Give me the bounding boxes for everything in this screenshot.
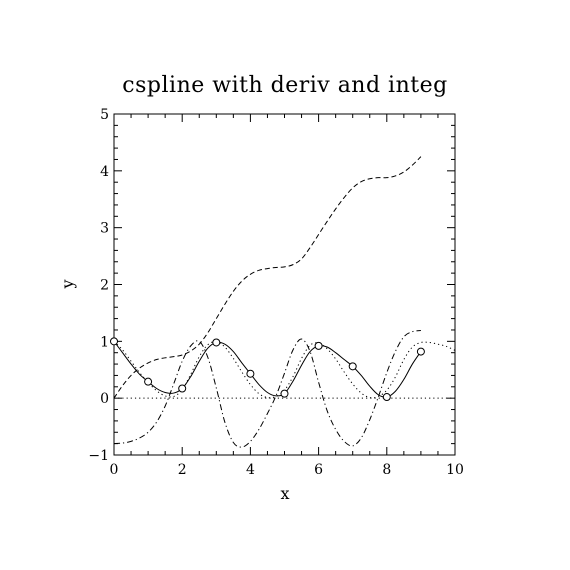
x-axis-label: x bbox=[280, 484, 289, 503]
data-point-marker bbox=[383, 394, 390, 401]
x-tick-label: 0 bbox=[110, 462, 119, 478]
y-tick-label: −1 bbox=[88, 448, 109, 464]
x-tick-label: 10 bbox=[446, 462, 464, 478]
series-line-dash-dot-3 bbox=[114, 331, 421, 448]
x-tick-label: 6 bbox=[314, 462, 323, 478]
data-point-marker bbox=[281, 390, 288, 397]
x-tick-label: 2 bbox=[178, 462, 187, 478]
y-tick-label: 4 bbox=[100, 164, 109, 180]
series-lines bbox=[114, 157, 455, 447]
data-point-marker bbox=[111, 338, 118, 345]
data-point-marker bbox=[349, 363, 356, 370]
y-tick-label: 2 bbox=[100, 278, 109, 294]
series-line-dashed-2 bbox=[114, 157, 421, 399]
data-point-marker bbox=[315, 342, 322, 349]
plot-frame bbox=[114, 114, 455, 455]
data-markers bbox=[111, 338, 425, 401]
series-line-dotted-1 bbox=[114, 341, 455, 398]
x-tick-label: 4 bbox=[246, 462, 255, 478]
data-point-marker bbox=[145, 378, 152, 385]
data-point-marker bbox=[213, 339, 220, 346]
chart-title: cspline with deriv and integ bbox=[122, 73, 447, 98]
y-tick-label: 3 bbox=[100, 221, 109, 237]
series-line-solid-0 bbox=[114, 341, 421, 397]
data-point-marker bbox=[417, 348, 424, 355]
y-tick-label: 0 bbox=[100, 391, 109, 407]
y-tick-label: 1 bbox=[100, 334, 109, 350]
y-tick-label: 5 bbox=[100, 107, 109, 123]
y-axis-label: y bbox=[58, 279, 77, 289]
data-point-marker bbox=[247, 370, 254, 377]
x-tick-label: 8 bbox=[382, 462, 391, 478]
data-point-marker bbox=[179, 385, 186, 392]
